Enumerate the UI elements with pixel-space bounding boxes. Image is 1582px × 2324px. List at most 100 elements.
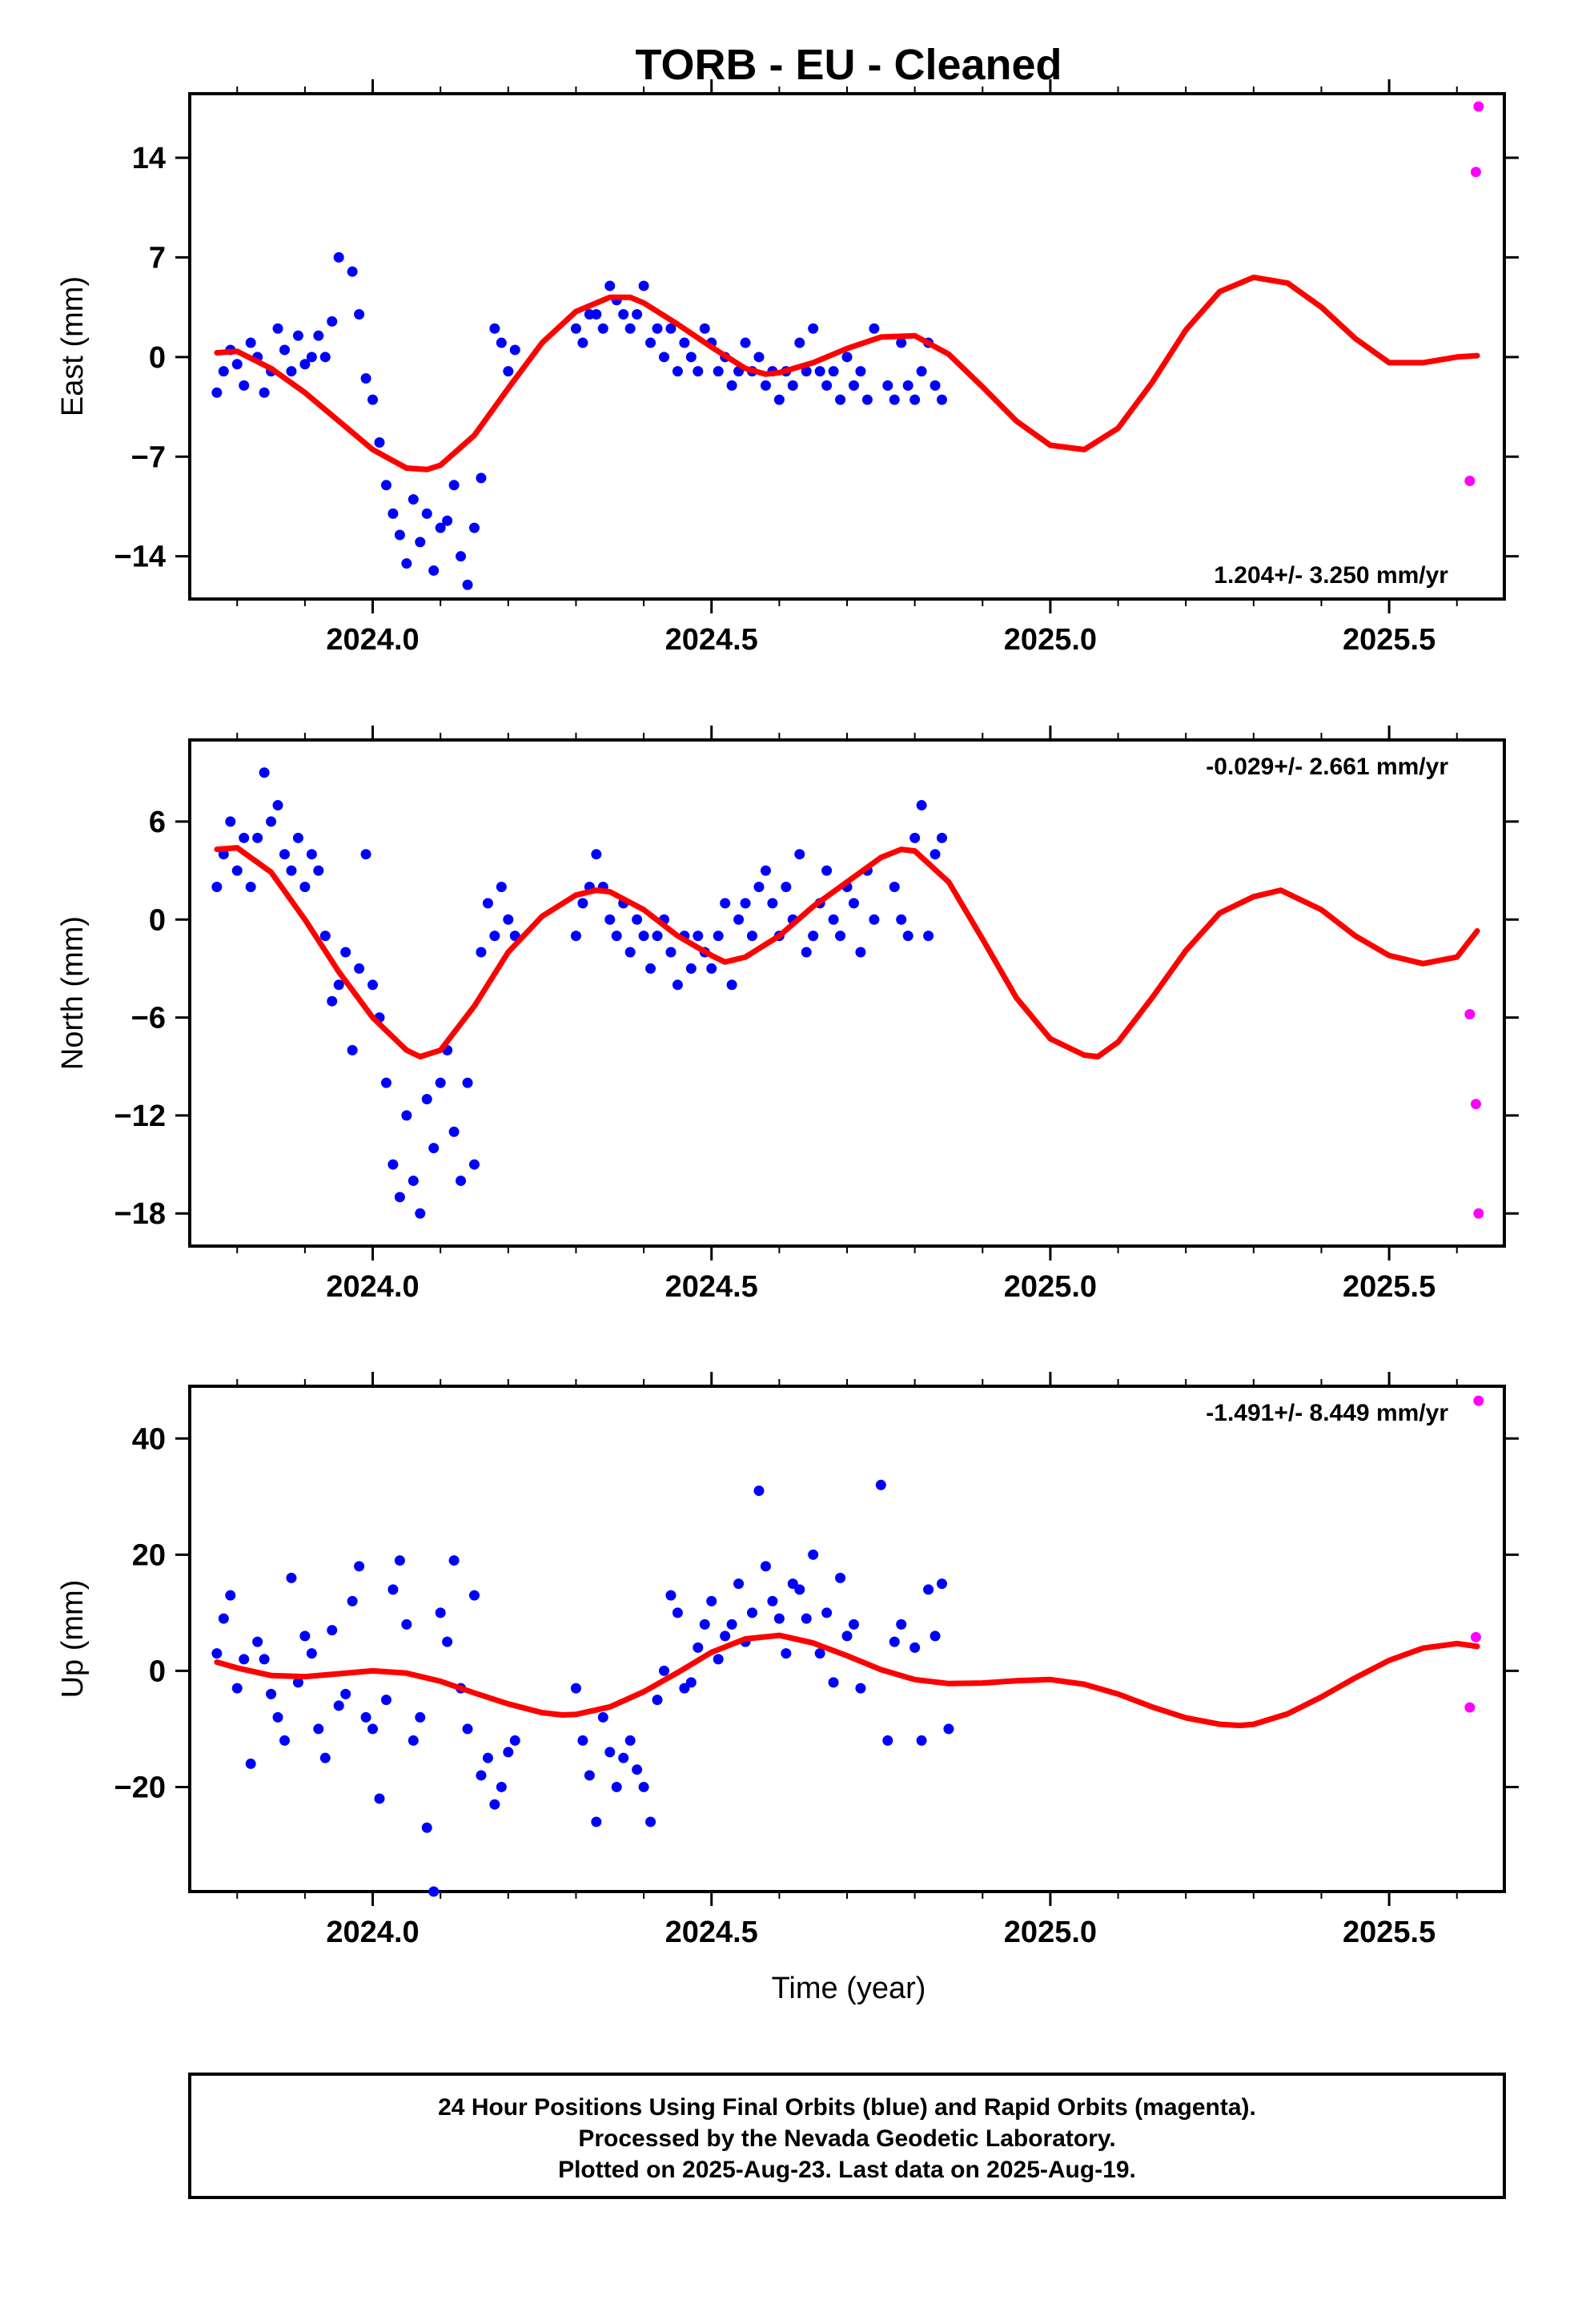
north-final-point	[239, 832, 250, 843]
north-final-point	[266, 816, 277, 827]
up-final-point	[930, 1630, 941, 1642]
east-final-point	[808, 323, 819, 334]
north-final-point	[672, 979, 683, 991]
north-final-point	[456, 1175, 467, 1186]
north-final-point	[231, 865, 243, 876]
up-final-point	[855, 1683, 866, 1694]
north-final-point	[685, 963, 697, 974]
up-rapid-point	[1470, 1631, 1481, 1642]
north-rate-label: -0.029+/- 2.661 mm/yr	[1206, 754, 1448, 780]
east-final-point	[638, 280, 649, 292]
north-final-point	[767, 898, 778, 909]
up-final-point	[245, 1758, 256, 1769]
east-final-point	[685, 352, 697, 363]
east-final-point	[448, 480, 460, 491]
up-final-point	[767, 1595, 778, 1606]
east-y-tick-label: 0	[149, 341, 166, 375]
north-final-point	[909, 832, 921, 843]
east-final-point	[435, 522, 446, 533]
east-final-point	[740, 337, 751, 348]
up-final-point	[272, 1711, 283, 1723]
north-final-point	[632, 914, 643, 925]
up-final-point	[286, 1572, 297, 1583]
up-final-point	[394, 1555, 405, 1566]
up-final-point	[347, 1595, 358, 1606]
north-final-point	[665, 947, 677, 958]
east-final-point	[794, 337, 805, 348]
north-x-tick-label: 2025.5	[1343, 1270, 1435, 1304]
up-final-point	[319, 1752, 331, 1763]
east-final-point	[354, 309, 365, 320]
east-final-point	[408, 494, 419, 505]
up-final-point	[387, 1584, 399, 1595]
east-rapid-point	[1464, 475, 1476, 486]
east-final-point	[509, 344, 520, 356]
up-final-point	[889, 1636, 900, 1647]
north-y-tick-label: 0	[149, 903, 166, 937]
up-final-point	[333, 1700, 344, 1711]
north-final-point	[327, 995, 338, 1007]
east-y-tick-label: −7	[131, 440, 166, 474]
east-final-point	[889, 394, 900, 405]
up-final-point	[943, 1723, 954, 1735]
up-final-point	[252, 1636, 263, 1647]
north-y-tick-label: −18	[114, 1197, 166, 1231]
east-final-point	[679, 337, 690, 348]
up-y-tick-label: −20	[114, 1771, 166, 1804]
up-final-point	[882, 1735, 893, 1746]
chart-title: TORB - EU - Cleaned	[635, 41, 1062, 89]
north-rapid-point	[1473, 1208, 1484, 1219]
east-final-point	[367, 394, 379, 405]
east-final-point	[652, 323, 663, 334]
east-final-point	[916, 366, 927, 377]
up-final-point	[570, 1683, 581, 1694]
east-final-point	[597, 323, 608, 334]
up-final-point	[821, 1607, 833, 1618]
up-final-point	[794, 1584, 805, 1595]
east-final-point	[577, 337, 588, 348]
up-final-point	[706, 1595, 717, 1606]
up-x-tick-label: 2025.5	[1343, 1916, 1435, 1949]
east-final-point	[658, 352, 669, 363]
up-final-point	[360, 1711, 371, 1723]
east-final-point	[624, 323, 636, 334]
north-final-point	[713, 931, 724, 942]
up-y-tick-label: 20	[132, 1538, 166, 1572]
east-final-point	[313, 330, 324, 341]
north-final-point	[292, 832, 303, 843]
east-final-point	[211, 387, 223, 398]
east-final-point	[468, 522, 480, 533]
up-final-point	[218, 1613, 229, 1624]
east-final-point	[462, 579, 473, 590]
up-final-point	[875, 1479, 886, 1490]
up-final-point	[848, 1618, 859, 1630]
up-final-point	[468, 1590, 480, 1601]
north-final-point	[380, 1077, 391, 1088]
up-final-point	[435, 1607, 446, 1618]
up-final-point	[292, 1677, 303, 1688]
north-rapid-point	[1470, 1099, 1481, 1110]
up-final-point	[380, 1695, 391, 1706]
up-final-point	[726, 1618, 737, 1630]
north-final-point	[570, 931, 581, 942]
north-final-point	[720, 898, 731, 909]
up-final-point	[733, 1578, 745, 1590]
east-final-point	[909, 394, 921, 405]
up-final-point	[685, 1677, 697, 1688]
up-final-point	[841, 1630, 853, 1642]
north-final-point	[252, 832, 263, 843]
up-final-point	[584, 1770, 595, 1781]
up-final-point	[773, 1613, 785, 1624]
north-final-point	[889, 881, 900, 892]
east-final-point	[319, 352, 331, 363]
east-final-point	[591, 309, 602, 320]
east-final-point	[272, 323, 283, 334]
north-final-point	[225, 816, 236, 827]
east-final-point	[848, 380, 859, 391]
up-final-point	[231, 1683, 243, 1694]
east-final-point	[936, 394, 947, 405]
up-final-point	[753, 1486, 765, 1497]
north-x-tick-label: 2024.0	[326, 1270, 419, 1304]
east-final-point	[801, 366, 812, 377]
east-final-point	[299, 359, 311, 370]
